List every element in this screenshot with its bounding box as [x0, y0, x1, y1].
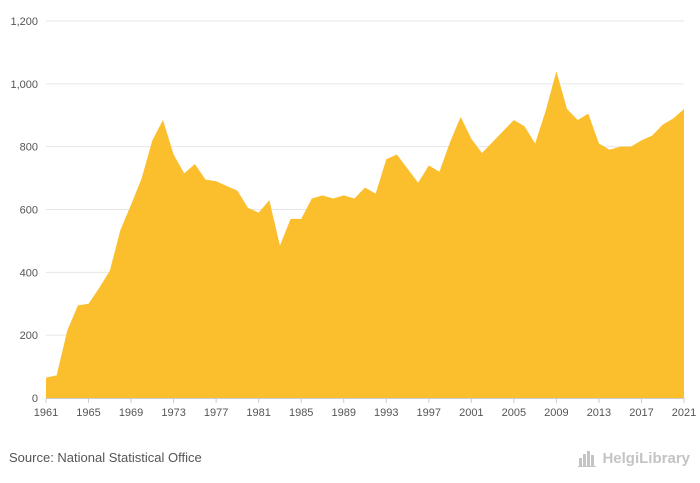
x-tick-label: 1981 [246, 407, 270, 419]
area-chart: 0 200 400 600 800 1,000 1,200 1961 1965 1969 1973… [10, 16, 696, 419]
x-tick-label: 2013 [587, 407, 611, 419]
y-tick-label: 400 [20, 267, 38, 279]
x-tick-label: 1969 [119, 407, 143, 419]
area-series [46, 71, 684, 399]
x-tick-label: 1965 [76, 407, 100, 419]
x-axis-ticks: 1961 1965 1969 1973 1977 1981 1985 1989 1993 1997… [34, 398, 696, 419]
x-tick-label: 1989 [331, 407, 355, 419]
x-tick-label: 1977 [204, 407, 228, 419]
x-tick-label: 2001 [459, 407, 483, 419]
x-tick-label: 1961 [34, 407, 58, 419]
x-tick-label: 2005 [502, 407, 526, 419]
y-tick-label: 800 [20, 142, 38, 154]
x-tick-label: 2009 [544, 407, 568, 419]
x-tick-label: 1993 [374, 407, 398, 419]
y-tick-label: 600 [20, 205, 38, 217]
x-tick-label: 2021 [672, 407, 696, 419]
helgi-library-buildings-icon [578, 451, 597, 467]
source-note: Source: National Statistical Office [9, 450, 202, 465]
x-tick-label: 2017 [629, 407, 653, 419]
y-axis-ticks: 0 200 400 600 800 1,000 1,200 [10, 16, 38, 405]
x-tick-label: 1973 [161, 407, 185, 419]
logo-text: HelgiLibrary [602, 449, 690, 467]
y-tick-label: 200 [20, 330, 38, 342]
logo: HelgiLibrary [578, 449, 690, 467]
x-tick-label: 1985 [289, 407, 313, 419]
y-tick-label: 1,200 [10, 16, 38, 28]
y-tick-label: 0 [32, 393, 38, 405]
x-tick-label: 1997 [417, 407, 441, 419]
area-layer [46, 71, 684, 399]
y-tick-label: 1,000 [10, 79, 38, 91]
